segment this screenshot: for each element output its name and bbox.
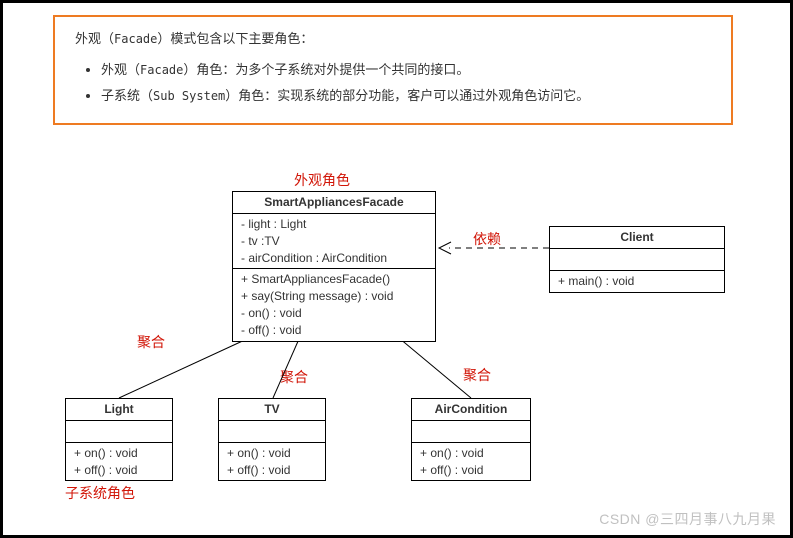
label-facade-role: 外观角色	[294, 170, 350, 190]
class-air-attrs	[412, 421, 530, 443]
class-client-attrs	[550, 249, 724, 271]
label-aggregation-1: 聚合	[137, 332, 165, 352]
class-tv: TV + on() : void + off() : void	[218, 398, 326, 481]
intro-code: Facade	[114, 32, 157, 46]
description-box: 外观（Facade）模式包含以下主要角色： 外观（Facade）角色：为多个子系…	[53, 15, 733, 125]
class-tv-name: TV	[219, 399, 325, 421]
class-light-attrs	[66, 421, 172, 443]
watermark: CSDN @三四月事八九月果	[599, 509, 776, 529]
bullet-facade: 外观（Facade）角色：为多个子系统对外提供一个共同的接口。	[101, 58, 711, 83]
class-client-ops: + main() : void	[550, 271, 724, 292]
diagram-frame: 外观（Facade）模式包含以下主要角色： 外观（Facade）角色：为多个子系…	[0, 0, 793, 538]
class-client-name: Client	[550, 227, 724, 249]
class-client: Client + main() : void	[549, 226, 725, 293]
class-facade-attrs: - light : Light - tv :TV - airCondition …	[233, 214, 435, 269]
description-list: 外观（Facade）角色：为多个子系统对外提供一个共同的接口。 子系统（Sub …	[81, 58, 711, 109]
class-facade-name: SmartAppliancesFacade	[233, 192, 435, 214]
class-light-ops: + on() : void + off() : void	[66, 443, 172, 481]
class-tv-ops: + on() : void + off() : void	[219, 443, 325, 481]
label-subsystem-role: 子系统角色	[65, 483, 135, 503]
bullet-subsystem: 子系统（Sub System）角色：实现系统的部分功能，客户可以通过外观角色访问…	[101, 84, 711, 109]
class-air-name: AirCondition	[412, 399, 530, 421]
class-tv-attrs	[219, 421, 325, 443]
label-aggregation-2: 聚合	[280, 367, 308, 387]
label-aggregation-3: 聚合	[463, 365, 491, 385]
class-light: Light + on() : void + off() : void	[65, 398, 173, 481]
description-intro: 外观（Facade）模式包含以下主要角色：	[75, 27, 711, 52]
class-aircondition: AirCondition + on() : void + off() : voi…	[411, 398, 531, 481]
label-dependency: 依赖	[473, 229, 501, 249]
class-facade-ops: + SmartAppliancesFacade() + say(String m…	[233, 269, 435, 340]
class-facade: SmartAppliancesFacade - light : Light - …	[232, 191, 436, 342]
class-air-ops: + on() : void + off() : void	[412, 443, 530, 481]
intro-prefix: 外观（	[75, 31, 114, 46]
class-light-name: Light	[66, 399, 172, 421]
intro-suffix: ）模式包含以下主要角色：	[157, 31, 313, 46]
